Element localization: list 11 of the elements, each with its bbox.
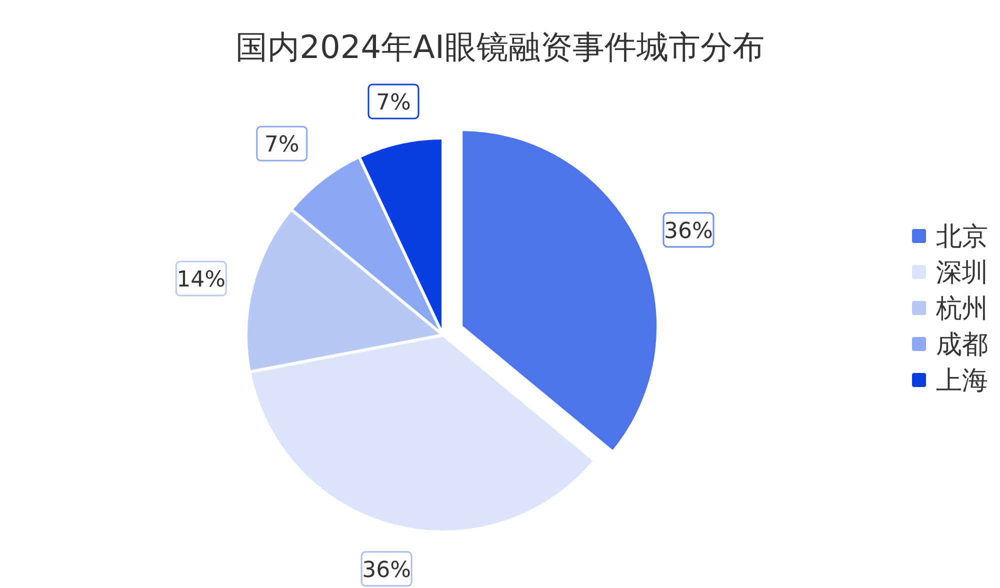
legend-label: 杭州 <box>935 294 988 324</box>
legend-label: 成都 <box>936 330 988 360</box>
chart-title: 国内2024年AI眼镜融资事件城市分布 <box>236 28 764 66</box>
data-label: 36% <box>664 218 713 244</box>
data-label: 14% <box>176 268 226 293</box>
legend-label: 深圳 <box>936 258 988 288</box>
data-label: 7% <box>376 90 411 116</box>
legend-label: 北京 <box>936 222 988 252</box>
legend-label: 上海 <box>936 366 988 396</box>
data-label: 7% <box>264 132 300 158</box>
data-label: 36% <box>362 558 411 583</box>
